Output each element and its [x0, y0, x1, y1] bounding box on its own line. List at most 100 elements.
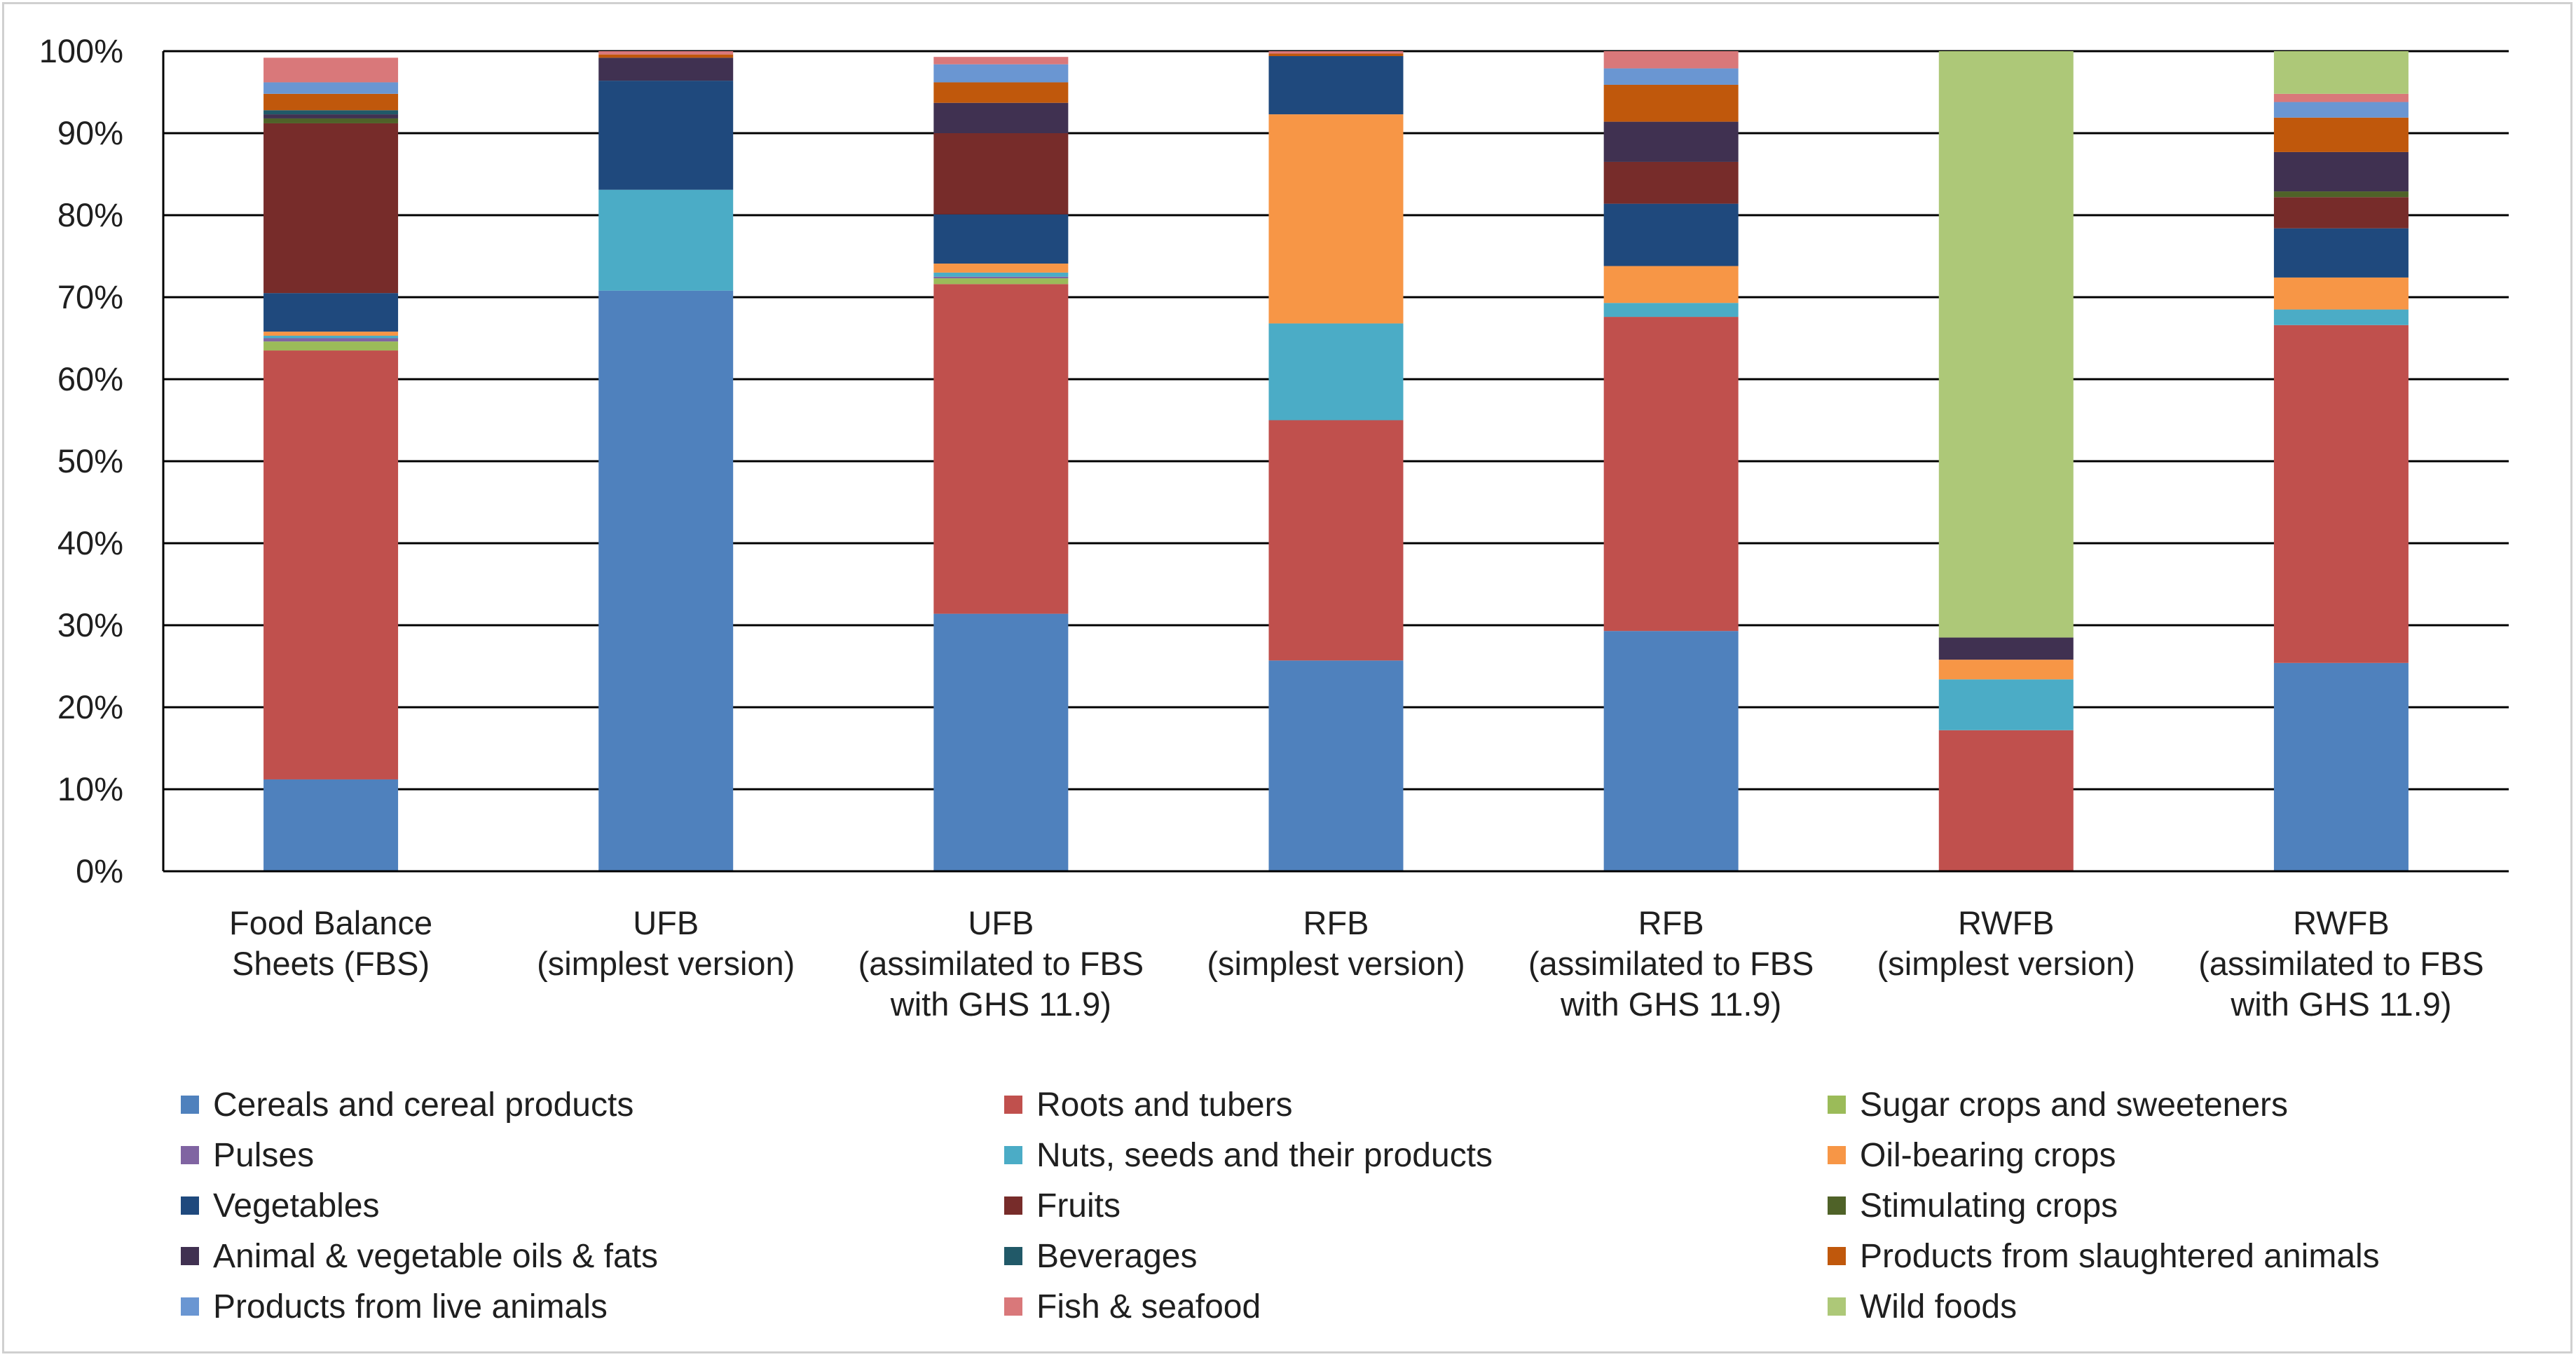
category-label: RWFB (simplest version)	[1877, 904, 2135, 982]
bar-segment	[598, 81, 734, 190]
bar-segment	[1268, 323, 1404, 421]
bar-segment	[1603, 203, 1739, 266]
bar-segment	[1938, 730, 2074, 871]
legend-swatch	[1828, 1297, 1846, 1316]
bar-segment	[933, 284, 1069, 614]
y-tick-label: 0%	[76, 852, 123, 889]
bar-segment	[1603, 51, 1739, 69]
bar-segment	[933, 276, 1069, 279]
category-label: RFB (simplest version)	[1207, 904, 1465, 982]
bar-segment	[263, 341, 399, 351]
bar-segment	[263, 293, 399, 332]
category-label-line: RFB	[1638, 904, 1704, 941]
bar-segment	[2273, 102, 2409, 118]
bar-segment	[263, 57, 399, 83]
legend-swatch	[1828, 1146, 1846, 1164]
legend-label: Fruits	[1036, 1187, 1121, 1225]
bar-segment	[2273, 197, 2409, 229]
bar-segment	[263, 118, 399, 123]
bar-segment	[263, 123, 399, 294]
category-label: UFB (simplest version)	[537, 904, 795, 982]
bar-segment	[263, 93, 399, 111]
bar-segment	[598, 290, 734, 871]
legend-label: Products from live animals	[213, 1288, 608, 1325]
category-label-line: (assimilated to FBS	[1528, 945, 1814, 982]
legend-label: Vegetables	[213, 1187, 380, 1225]
bar-segment	[933, 272, 1069, 277]
bar-segment	[2273, 325, 2409, 663]
bar-segment	[933, 214, 1069, 264]
legend-swatch	[1828, 1196, 1846, 1215]
y-tick-label: 80%	[57, 196, 123, 233]
y-tick-label: 50%	[57, 442, 123, 479]
category-label: RFB (assimilated to FBS with GHS 11.9)	[1528, 904, 1814, 1023]
legend-label: Stimulating crops	[1860, 1187, 2118, 1225]
bar-segment	[1603, 303, 1739, 318]
y-tick-label: 30%	[57, 606, 123, 643]
category-label-line: with GHS 11.9)	[890, 986, 1111, 1023]
category-label-line: UFB	[968, 904, 1034, 941]
category-label: UFB (assimilated to FBS with GHS 11.9)	[858, 904, 1144, 1023]
category-label-line: (simplest version)	[1877, 945, 2135, 982]
legend-swatch	[181, 1096, 199, 1114]
category-label-line: (assimilated to FBS	[858, 945, 1144, 982]
category-label-line: Sheets (FBS)	[232, 945, 430, 982]
bar-segment	[933, 613, 1069, 871]
bar-segment	[598, 189, 734, 291]
bar-segment	[2273, 151, 2409, 192]
bar-segment	[598, 54, 734, 58]
legend-swatch	[181, 1196, 199, 1215]
category-label-line: RFB	[1303, 904, 1369, 941]
bar-segment	[1938, 51, 2074, 638]
y-tick-label: 90%	[57, 114, 123, 151]
legend-swatch	[1004, 1146, 1022, 1164]
bar-segment	[1268, 53, 1404, 57]
legend-label: Cereals and cereal products	[213, 1086, 633, 1124]
category-label-line: (simplest version)	[1207, 945, 1465, 982]
category-label-line: RWFB	[1958, 904, 2055, 941]
bar-segment	[1268, 420, 1404, 661]
legend-label: Sugar crops and sweeteners	[1860, 1086, 2288, 1124]
bar-segment	[2273, 117, 2409, 152]
axes	[162, 51, 2509, 873]
legend-swatch	[1828, 1247, 1846, 1265]
legend-swatch	[181, 1297, 199, 1316]
bar-segment	[263, 779, 399, 871]
bar-segment	[933, 264, 1069, 273]
bar-segment	[1268, 51, 1404, 54]
bar-segment	[1603, 68, 1739, 85]
bar-segment	[2273, 309, 2409, 325]
bar-segment	[598, 51, 734, 55]
legend-swatch	[1828, 1096, 1846, 1114]
y-tick-label: 20%	[57, 688, 123, 725]
bar-segment	[933, 64, 1069, 83]
legend-label: Wild foods	[1860, 1288, 2017, 1325]
bars	[263, 51, 2409, 871]
legend-label: Pulses	[213, 1137, 314, 1174]
bar-segment	[2273, 51, 2409, 94]
legend-label: Animal & vegetable oils & fats	[213, 1238, 658, 1275]
bar-segment	[2273, 228, 2409, 278]
bar-segment	[933, 102, 1069, 133]
legend-label: Nuts, seeds and their products	[1036, 1137, 1493, 1174]
bar-segment	[263, 335, 399, 339]
bar-segment	[2273, 93, 2409, 102]
category-label-line: with GHS 11.9)	[2230, 986, 2451, 1023]
bar-segment	[263, 350, 399, 779]
legend: Cereals and cereal products Roots and tub…	[181, 1086, 2380, 1325]
bar-segment	[2273, 662, 2409, 871]
category-label-line: UFB	[633, 904, 699, 941]
y-tick-label: 70%	[57, 278, 123, 315]
bar-segment	[263, 338, 399, 342]
y-tick-label: 60%	[57, 360, 123, 397]
legend-swatch	[1004, 1096, 1022, 1114]
y-tick-label: 40%	[57, 524, 123, 561]
y-tick-labels: 0% 10% 20% 30% 40% 50% 60% 70% 80% 90% 100%	[39, 32, 123, 889]
category-label-line: (simplest version)	[537, 945, 795, 982]
bar-segment	[2273, 191, 2409, 198]
legend-label: Oil-bearing crops	[1860, 1137, 2116, 1174]
legend-label: Roots and tubers	[1036, 1086, 1293, 1124]
bar-segment	[263, 114, 399, 118]
bar-segment	[263, 332, 399, 336]
